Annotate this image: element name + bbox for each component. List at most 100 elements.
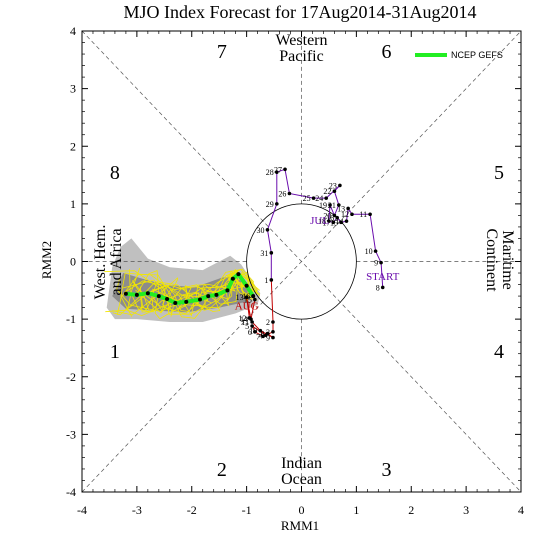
- observed-point: [249, 317, 253, 321]
- forecast-point: [236, 272, 241, 277]
- observed-point: [332, 213, 337, 218]
- region-label-left: and Africa: [108, 228, 125, 295]
- date-label: 16: [326, 214, 334, 223]
- date-label: 28: [266, 168, 274, 177]
- observed-point: [287, 191, 292, 196]
- observed-point: [339, 220, 343, 225]
- date-label: 26: [278, 190, 286, 199]
- region-label-bottom: Ocean: [281, 471, 322, 488]
- region-label-left: West. Hem.: [92, 225, 109, 300]
- x-tick-label: 0: [299, 503, 305, 517]
- phase-number-2: 2: [217, 459, 227, 481]
- date-label: 25: [303, 194, 311, 203]
- date-label: 14: [240, 315, 248, 324]
- chart-title: MJO Index Forecast for 17Aug2014-31Aug20…: [124, 2, 477, 22]
- ensemble-member-line: [139, 268, 254, 312]
- y-tick-label: -3: [66, 427, 76, 441]
- observed-point: [244, 295, 249, 300]
- observed-point: [275, 170, 279, 174]
- forecast-point: [225, 288, 230, 293]
- observed-point: [250, 320, 254, 324]
- date-label: 10: [365, 247, 373, 256]
- date-label: 1: [264, 276, 268, 285]
- date-label: 8: [260, 330, 264, 339]
- ensemble-member-line: [135, 279, 252, 313]
- observed-point: [335, 215, 339, 220]
- forecast-point: [145, 291, 150, 296]
- observed-point: [344, 219, 349, 223]
- date-label: 9: [374, 259, 378, 268]
- date-label: 4: [259, 331, 263, 340]
- ensemble-member-line: [123, 271, 258, 312]
- observed-point: [271, 330, 275, 334]
- y-tick-label: 4: [70, 24, 76, 38]
- phase-number-3: 3: [382, 459, 392, 481]
- observed-point: [265, 228, 270, 232]
- y-tick-label: -2: [66, 370, 76, 384]
- observed-point: [380, 285, 385, 290]
- date-label: 31: [260, 249, 268, 258]
- date-label: 17: [322, 218, 330, 227]
- legend-label: NCEP GEFS: [451, 50, 503, 60]
- phase-number-5: 5: [494, 162, 504, 184]
- observed-point: [327, 219, 331, 223]
- date-label: 16: [242, 292, 250, 301]
- observed-point: [253, 330, 257, 334]
- date-label: 21: [328, 201, 336, 210]
- month-label-jul: JUL: [310, 215, 329, 227]
- date-label: 19: [319, 201, 327, 210]
- phase-boundary-line: [81, 30, 522, 493]
- date-label: 29: [266, 200, 274, 209]
- observed-point: [271, 320, 275, 324]
- region-label-top: Western: [275, 32, 327, 49]
- observed-point: [271, 335, 275, 340]
- y-tick-label: -4: [66, 485, 76, 499]
- date-label: 12: [238, 314, 246, 323]
- forecast-point: [156, 294, 161, 299]
- observed-point: [253, 297, 257, 302]
- observed-point: [328, 203, 332, 207]
- forecast-point: [184, 299, 189, 304]
- forecast-point: [173, 300, 178, 305]
- observed-point: [368, 212, 372, 217]
- observed-point: [373, 249, 378, 253]
- date-label: 6: [248, 328, 252, 337]
- date-label: 10: [249, 327, 257, 336]
- region-label-top: Pacific: [279, 48, 323, 65]
- date-label: 15: [244, 296, 252, 305]
- observed-august-line: [246, 279, 274, 339]
- x-tick-label: 4: [518, 503, 524, 517]
- y-tick-label: 2: [70, 139, 76, 153]
- x-tick-label: 1: [353, 503, 359, 517]
- date-label: 9: [266, 334, 270, 343]
- date-label: 27: [274, 165, 282, 174]
- x-tick-label: 3: [463, 503, 469, 517]
- date-label: 20: [323, 211, 331, 220]
- month-label-aug: AUG: [235, 300, 259, 312]
- y-axis-label: RMM2: [39, 241, 54, 279]
- date-label: 11: [241, 318, 249, 327]
- forecast-point: [206, 294, 211, 299]
- observed-point: [350, 212, 354, 217]
- forecast-point: [244, 283, 249, 288]
- date-label: 22: [323, 187, 331, 196]
- phase-number-7: 7: [217, 41, 227, 63]
- phase-number-6: 6: [382, 41, 392, 63]
- forecast-point: [197, 297, 202, 302]
- region-label-right: Maritime: [499, 230, 516, 290]
- observed-point: [379, 260, 383, 265]
- y-tick-label: 0: [70, 255, 76, 269]
- date-label: 2: [266, 318, 270, 327]
- observed-point: [324, 196, 328, 200]
- date-label: 13: [236, 293, 244, 302]
- x-tick-label: -1: [242, 503, 252, 517]
- date-label: 30: [256, 226, 264, 235]
- x-tick-label: -3: [132, 503, 142, 517]
- date-label: 5: [245, 322, 249, 331]
- x-axis-label: RMM1: [281, 518, 319, 533]
- start-label: START: [366, 271, 400, 283]
- observed-point: [250, 324, 254, 328]
- x-tick-label: 2: [408, 503, 414, 517]
- date-label: 12: [341, 210, 349, 219]
